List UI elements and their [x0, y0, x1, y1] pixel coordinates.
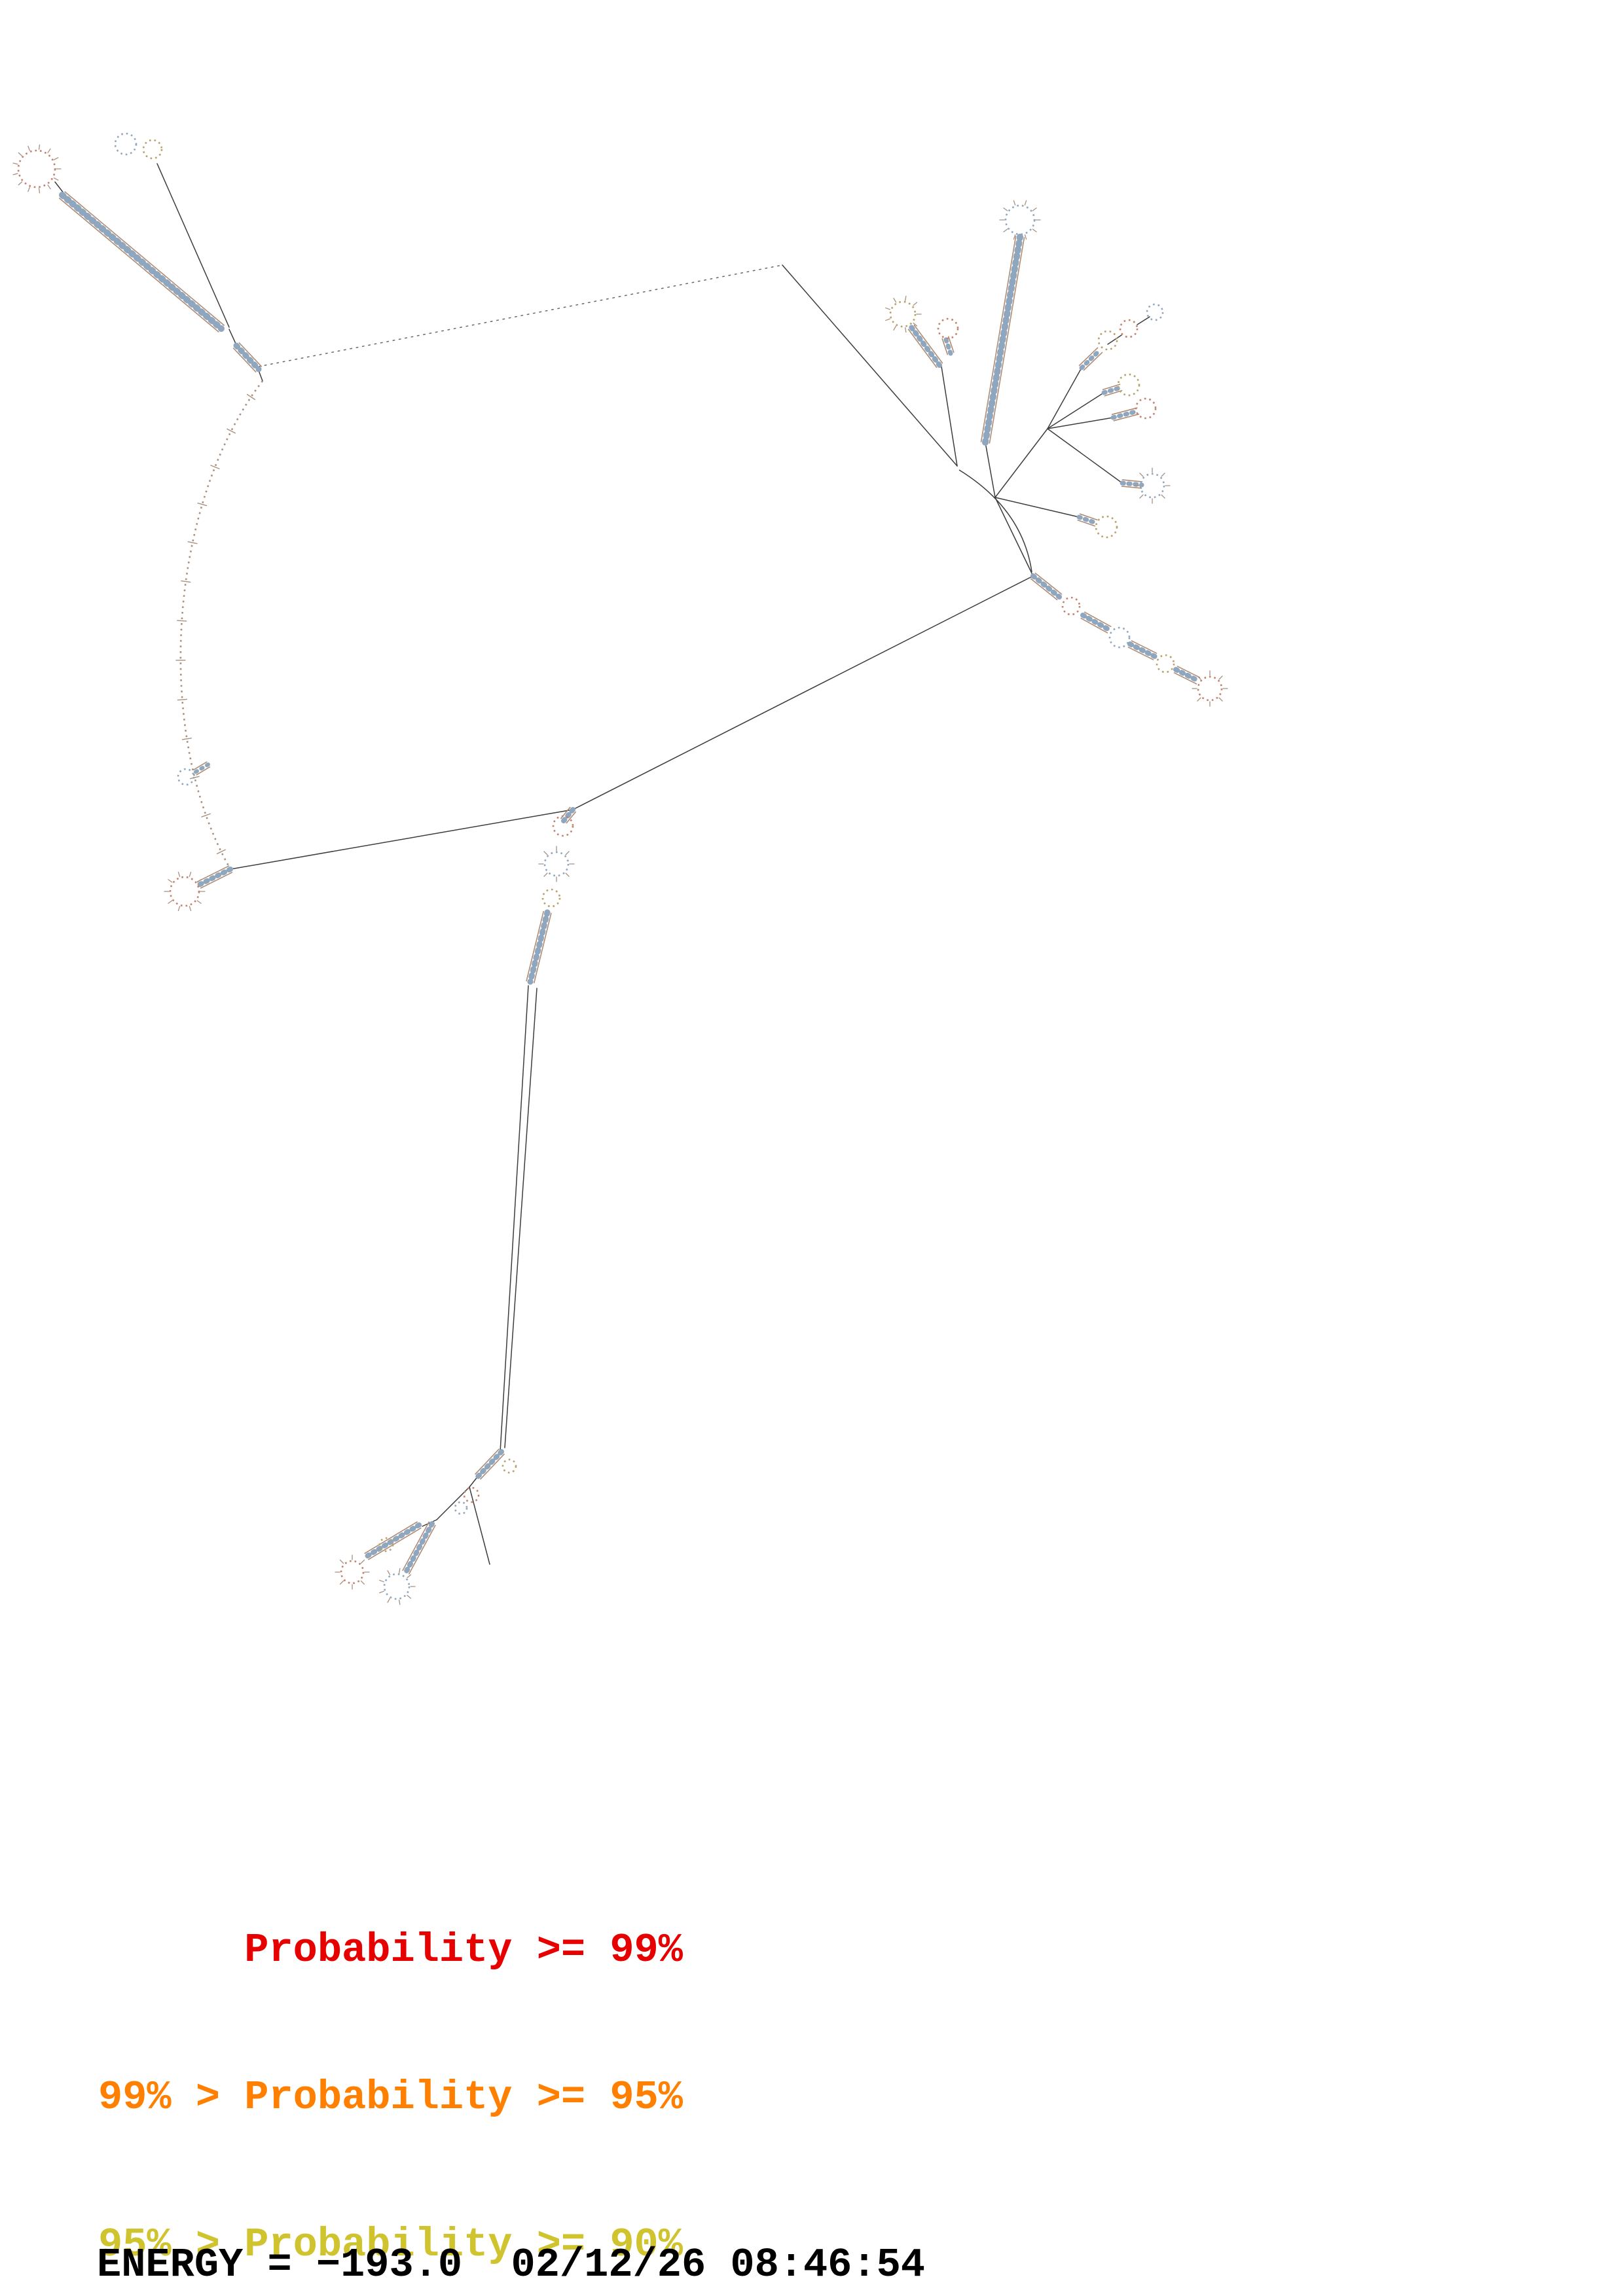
legend-item-prob-90-95: 95% > Probability >= 90%	[98, 2221, 683, 2268]
probability-legend: Probability >= 99% 99% > Probability >= …	[98, 1827, 683, 2296]
energy-text: ENERGY = −193.0 02/12/26 08:46:54	[97, 2242, 926, 2288]
legend-item-prob-ge-99: Probability >= 99%	[98, 1927, 683, 1973]
legend-item-prob-95-99: 99% > Probability >= 95%	[98, 2074, 683, 2121]
